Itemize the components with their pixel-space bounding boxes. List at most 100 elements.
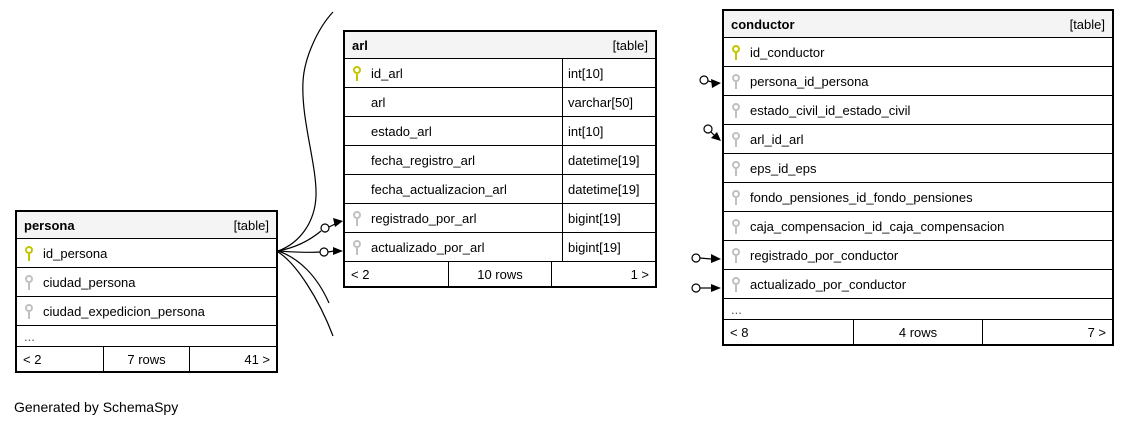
edge-persona-offscreen-bottom-2 [277, 251, 334, 337]
column-row: eps_id_eps [724, 154, 1112, 183]
column-name: arl_id_arl [750, 131, 804, 147]
edge-arrowhead [711, 284, 721, 292]
column-row: actualizado_por_conductor [724, 270, 1112, 299]
column-row: registrado_por_arl bigint[19] [345, 204, 655, 233]
foreign-key-icon [731, 131, 741, 147]
edge-arrowhead [711, 132, 721, 141]
column-name: id_conductor [750, 44, 825, 60]
edge-arrowhead [711, 79, 721, 88]
foreign-key-icon [731, 102, 741, 118]
primary-key-icon [24, 245, 34, 261]
edge-persona-arl-actualizado [277, 250, 321, 254]
column-row: arl_id_arl [724, 125, 1112, 154]
table-type-badge: [table] [1069, 16, 1105, 32]
column-row: fondo_pensiones_id_fondo_pensiones [724, 183, 1112, 212]
column-row: fecha_registro_arl datetime[19] [345, 146, 655, 175]
table-pager: < 2 10 rows 1 > [345, 262, 655, 286]
column-type: varchar[50] [562, 88, 655, 116]
edge-endpoint-circle [691, 253, 701, 263]
primary-key-icon [352, 65, 362, 81]
edge-persona-offscreen-bottom-1 [277, 250, 330, 304]
column-name: actualizado_por_conductor [750, 276, 907, 292]
table-header: persona [table] [17, 212, 276, 239]
column-name: estado_civil_id_estado_civil [750, 102, 911, 118]
table-pager: < 2 7 rows 41 > [17, 347, 276, 371]
pager-next: 7 > [982, 320, 1112, 344]
foreign-key-icon [731, 218, 741, 234]
column-type: int[10] [562, 117, 655, 145]
edge-connector-stub-1 [328, 223, 336, 228]
table-persona: persona [table] id_persona ciudad_person… [15, 210, 278, 373]
foreign-key-icon [24, 274, 34, 290]
pager-prev: < 2 [351, 266, 370, 282]
column-row: actualizado_por_arl bigint[19] [345, 233, 655, 262]
edge-connector-stub-4 [710, 131, 715, 136]
column-row: estado_arl int[10] [345, 117, 655, 146]
table-header: arl [table] [345, 32, 655, 59]
edge-arrowhead [333, 218, 343, 227]
table-pager: < 8 4 rows 7 > [724, 320, 1112, 344]
column-row: ciudad_expedicion_persona [17, 297, 276, 326]
pager-row-count: 4 rows [852, 320, 983, 344]
generated-by-label: Generated by SchemaSpy [14, 399, 179, 415]
foreign-key-icon [731, 189, 741, 205]
truncated-columns-ellipsis: ... [724, 299, 1112, 320]
foreign-key-icon [731, 247, 741, 263]
table-type-badge: [table] [612, 37, 648, 53]
no-key-spacer [352, 152, 362, 168]
edge-arrowhead [333, 247, 343, 255]
edge-endpoint-circle [319, 247, 329, 257]
pager-prev: < 2 [23, 351, 42, 367]
no-key-spacer [352, 94, 362, 110]
column-name: ciudad_persona [43, 274, 136, 290]
no-key-spacer [352, 181, 362, 197]
edge-endpoint-circle [699, 75, 709, 85]
column-type: bigint[19] [562, 204, 655, 232]
foreign-key-icon [352, 210, 362, 226]
column-type: datetime[19] [562, 175, 655, 203]
table-name[interactable]: persona [24, 217, 75, 233]
foreign-key-icon [24, 303, 34, 319]
pager-next: 1 > [551, 262, 655, 286]
foreign-key-icon [731, 276, 741, 292]
table-name[interactable]: arl [352, 37, 368, 53]
column-name: fondo_pensiones_id_fondo_pensiones [750, 189, 973, 205]
column-row: caja_compensacion_id_caja_compensacion [724, 212, 1112, 241]
column-name: persona_id_persona [750, 73, 869, 89]
column-type: bigint[19] [562, 233, 655, 261]
column-name: id_persona [43, 245, 108, 261]
pager-row-count: 10 rows [447, 262, 552, 286]
edge-arrowhead [711, 254, 721, 263]
truncated-columns-ellipsis: ... [17, 326, 276, 347]
edge-endpoint-circle [691, 283, 701, 293]
column-name: eps_id_eps [750, 160, 817, 176]
primary-key-icon [731, 44, 741, 60]
table-arl: arl [table] id_arl int[10] arl varchar[5… [343, 30, 657, 288]
column-name: id_arl [371, 65, 403, 81]
column-name: actualizado_por_arl [371, 239, 485, 255]
column-type: int[10] [562, 59, 655, 87]
column-name: ciudad_expedicion_persona [43, 303, 205, 319]
foreign-key-icon [352, 239, 362, 255]
column-name: arl [371, 94, 386, 110]
column-type: datetime[19] [562, 146, 655, 174]
edge-connector-stub-5 [699, 257, 712, 260]
column-name: caja_compensacion_id_caja_compensacion [750, 218, 1005, 234]
column-row: ciudad_persona [17, 268, 276, 297]
pager-row-count: 7 rows [102, 347, 190, 371]
column-row: id_persona [17, 239, 276, 268]
column-row: persona_id_persona [724, 67, 1112, 96]
foreign-key-icon [731, 73, 741, 89]
column-row: id_conductor [724, 38, 1112, 67]
table-name[interactable]: conductor [731, 16, 795, 32]
column-name: fecha_actualizacion_arl [371, 181, 507, 197]
edge-persona-arl-registrado [277, 230, 322, 252]
table-header: conductor [table] [724, 11, 1112, 38]
column-name: estado_arl [371, 123, 432, 139]
column-name: registrado_por_conductor [750, 247, 899, 263]
pager-next: 41 > [189, 347, 276, 371]
column-row: estado_civil_id_estado_civil [724, 96, 1112, 125]
column-row: arl varchar[50] [345, 88, 655, 117]
